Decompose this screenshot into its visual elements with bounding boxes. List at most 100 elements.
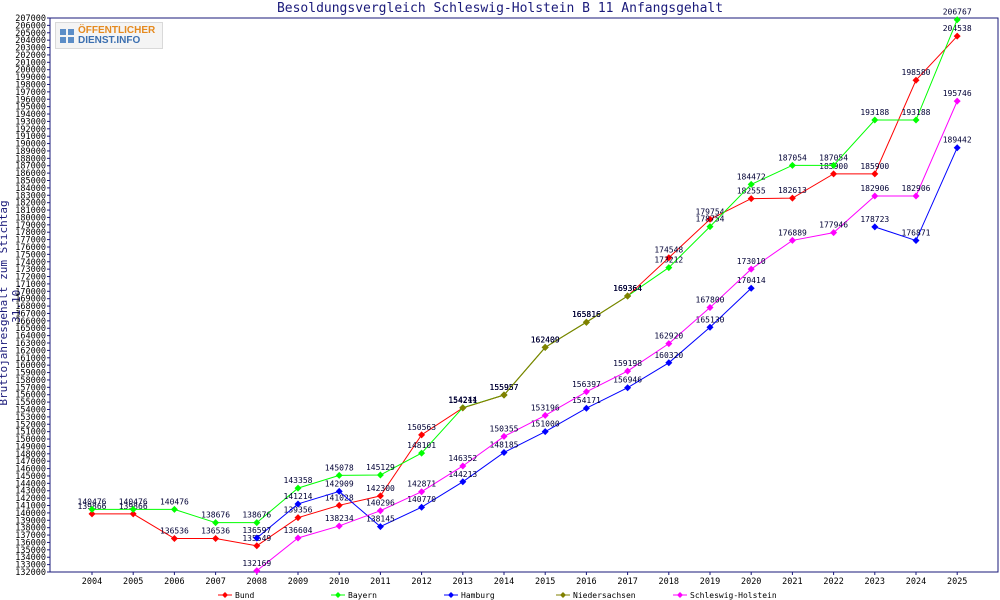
data-point (541, 411, 549, 419)
y-tick-label: 154000 (15, 405, 46, 415)
data-label: 173010 (737, 257, 766, 266)
y-tick-label: 134000 (15, 553, 46, 563)
y-tick-label: 135000 (15, 546, 46, 556)
data-label: 140476 (160, 497, 189, 506)
data-label: 169364 (613, 284, 642, 293)
x-tick-label: 2019 (700, 577, 720, 587)
data-point (953, 144, 961, 152)
data-point (706, 304, 714, 312)
data-label: 176889 (778, 228, 807, 237)
data-point (747, 180, 755, 188)
data-point (212, 534, 220, 542)
data-point (459, 462, 467, 470)
y-tick-label: 137000 (15, 531, 46, 541)
data-point (335, 487, 343, 495)
legend-swatch-marker (448, 592, 454, 598)
data-label: 182555 (737, 187, 766, 196)
data-point (624, 292, 632, 300)
y-tick-label: 179000 (15, 221, 46, 231)
y-tick-label: 197000 (15, 88, 46, 98)
y-tick-label: 199000 (15, 73, 46, 83)
data-label: 145078 (325, 463, 354, 472)
x-tick-label: 2009 (288, 577, 308, 587)
data-label: 193188 (902, 108, 931, 117)
legend-entry: Bund (235, 591, 254, 600)
data-label: 148185 (490, 440, 519, 449)
x-tick-label: 2007 (205, 577, 225, 587)
data-point (335, 501, 343, 509)
data-point (582, 388, 590, 396)
data-label: 136604 (284, 526, 313, 535)
data-point (129, 510, 137, 518)
data-point (953, 32, 961, 40)
y-tick-label: 161000 (15, 354, 46, 364)
y-tick-label: 201000 (15, 58, 46, 68)
logo-mark-icon (60, 28, 74, 43)
data-label: 136536 (201, 526, 230, 535)
y-tick-label: 176000 (15, 243, 46, 253)
data-label: 179754 (696, 207, 725, 216)
data-label: 155957 (490, 383, 519, 392)
data-point (582, 404, 590, 412)
data-label: 156946 (613, 376, 642, 385)
data-label: 144213 (448, 470, 477, 479)
data-point (253, 519, 261, 527)
data-point (170, 505, 178, 513)
data-point (418, 449, 426, 457)
data-label: 162409 (531, 335, 560, 344)
data-label: 165816 (572, 310, 601, 319)
data-point (747, 284, 755, 292)
y-tick-label: 155000 (15, 398, 46, 408)
data-label: 193188 (860, 108, 889, 117)
data-label: 174548 (654, 246, 683, 255)
data-point (953, 97, 961, 105)
legend-swatch-marker (222, 592, 228, 598)
data-point (665, 254, 673, 262)
data-label: 169364 (613, 284, 642, 293)
y-tick-label: 150000 (15, 435, 46, 445)
data-point (706, 215, 714, 223)
data-label: 132169 (242, 559, 271, 568)
y-tick-label: 206000 (15, 21, 46, 31)
data-label: 155957 (490, 383, 519, 392)
data-point (665, 359, 673, 367)
data-point (747, 195, 755, 203)
data-label: 165816 (572, 310, 601, 319)
data-point (253, 542, 261, 550)
data-point (953, 16, 961, 24)
data-label: 189442 (943, 136, 972, 145)
data-label: 182613 (778, 186, 807, 195)
data-point (788, 194, 796, 202)
y-tick-label: 180000 (15, 213, 46, 223)
data-label: 136536 (160, 526, 189, 535)
data-point (830, 161, 838, 169)
y-tick-label: 184000 (15, 184, 46, 194)
data-point (459, 404, 467, 412)
x-tick-label: 2023 (865, 577, 885, 587)
logo: ÖFFENTLICHER DIENST.INFO (55, 22, 163, 49)
x-tick-label: 2010 (329, 577, 349, 587)
x-tick-label: 2021 (782, 577, 802, 587)
data-label: 165130 (696, 315, 725, 324)
data-point (335, 522, 343, 530)
data-label: 187054 (778, 153, 807, 162)
data-label: 162920 (654, 332, 683, 341)
data-point (88, 505, 96, 513)
data-label: 140770 (407, 495, 436, 504)
y-tick-label: 172000 (15, 273, 46, 283)
y-tick-label: 149000 (15, 442, 46, 452)
data-point (376, 471, 384, 479)
y-tick-label: 157000 (15, 383, 46, 393)
y-tick-label: 136000 (15, 538, 46, 548)
data-point (665, 264, 673, 272)
data-label: 176871 (902, 229, 931, 238)
y-tick-label: 147000 (15, 457, 46, 467)
data-label: 184472 (737, 172, 766, 181)
data-label: 150563 (407, 423, 436, 432)
data-point (500, 391, 508, 399)
y-tick-label: 195000 (15, 103, 46, 113)
data-point (912, 237, 920, 245)
series-line-0 (92, 35, 958, 547)
